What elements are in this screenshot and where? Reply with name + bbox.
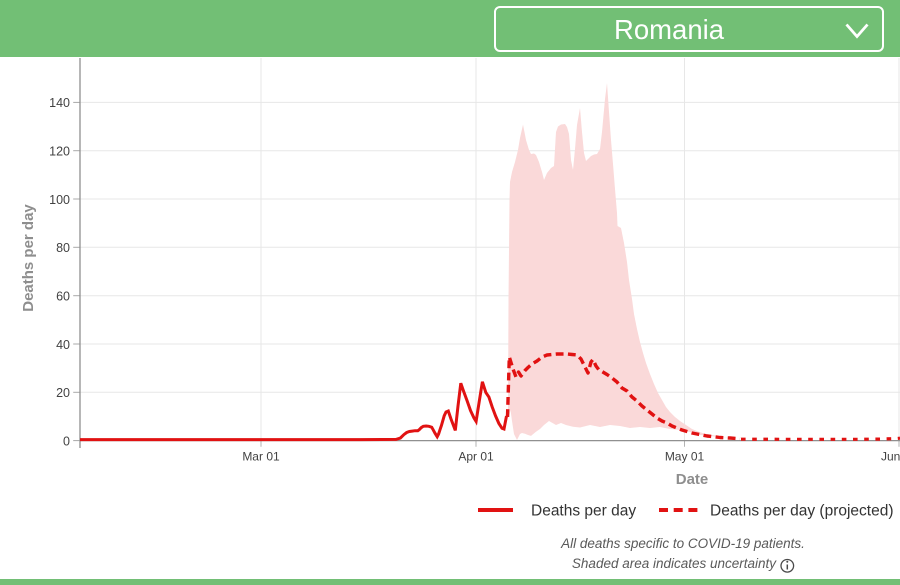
svg-text:40: 40 bbox=[56, 338, 70, 352]
svg-text:Deaths per day: Deaths per day bbox=[20, 204, 37, 312]
svg-text:Deaths per day (projected): Deaths per day (projected) bbox=[710, 503, 894, 520]
svg-text:Apr 01: Apr 01 bbox=[458, 449, 494, 463]
svg-text:Mar 01: Mar 01 bbox=[242, 449, 280, 463]
svg-text:20: 20 bbox=[56, 386, 70, 400]
svg-text:100: 100 bbox=[49, 193, 70, 207]
svg-text:Date: Date bbox=[676, 471, 709, 488]
svg-text:60: 60 bbox=[56, 290, 70, 304]
svg-text:May 01: May 01 bbox=[665, 449, 705, 463]
svg-text:All deaths specific to COVID-1: All deaths specific to COVID-19 patients… bbox=[560, 536, 805, 551]
svg-text:Shaded area indicates uncertai: Shaded area indicates uncertainty bbox=[572, 556, 777, 571]
svg-text:80: 80 bbox=[56, 241, 70, 255]
svg-text:Deaths per day: Deaths per day bbox=[531, 503, 636, 520]
svg-text:0: 0 bbox=[63, 434, 70, 448]
svg-text:Jun 01: Jun 01 bbox=[881, 449, 900, 463]
svg-text:140: 140 bbox=[49, 96, 70, 110]
svg-text:120: 120 bbox=[49, 145, 70, 159]
